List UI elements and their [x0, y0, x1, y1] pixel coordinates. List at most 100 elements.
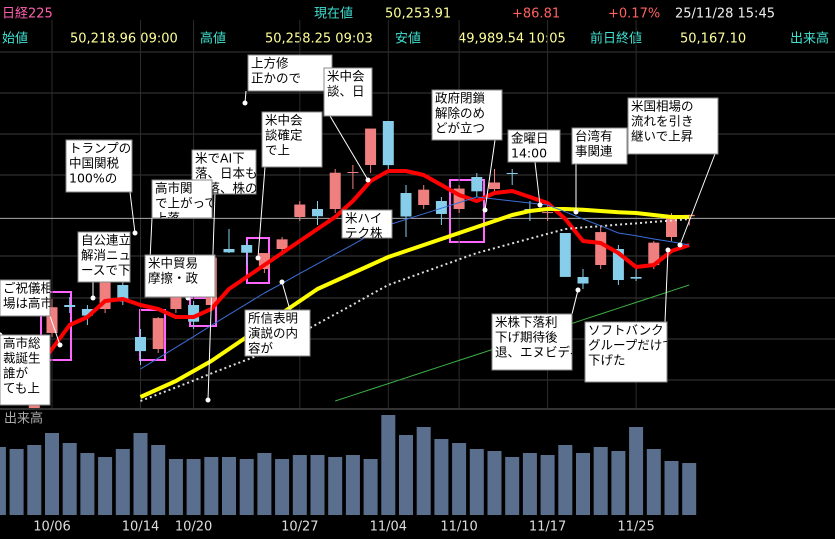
volume-bar	[80, 453, 95, 515]
annotation-anchor	[365, 177, 371, 183]
annotation-text: 正かので	[251, 71, 301, 86]
annotation-pointer	[49, 315, 61, 346]
volume-bar	[151, 445, 166, 515]
volume-bar	[452, 443, 467, 515]
annotation-text: 継いで上昇	[631, 129, 693, 144]
candle-body	[347, 172, 359, 173]
candle-body	[329, 172, 341, 209]
annotation-box	[77, 231, 131, 283]
volume-bar	[9, 449, 24, 515]
annotation-text: 米ハイ	[345, 211, 382, 226]
annotation-box	[261, 111, 323, 168]
candle-body	[648, 242, 660, 265]
annotation-text: 解消ニュ	[81, 248, 131, 263]
value: 49,989.54 10:05	[458, 32, 566, 47]
candle-body	[365, 128, 377, 165]
annotation-text: 上方修	[251, 56, 289, 71]
volume-bar	[646, 449, 661, 515]
annotation-box	[627, 97, 719, 155]
annotation-text: 下げた	[588, 353, 626, 368]
annotation-text: 高市総	[3, 336, 41, 351]
volume-bar	[257, 453, 272, 515]
volume-bar	[611, 451, 626, 515]
volume-bar	[239, 459, 254, 515]
annotation-pointer	[129, 191, 136, 234]
volume-bar	[133, 433, 148, 515]
annotation-box	[507, 129, 561, 163]
candle-body	[435, 201, 447, 214]
annotation-anchor	[279, 279, 285, 285]
volume-bar	[434, 439, 449, 515]
x-tick-label: 11/17	[529, 520, 566, 535]
candle-body	[489, 182, 500, 189]
x-tick-label: 11/10	[440, 520, 477, 535]
index-name: 日経225	[2, 7, 53, 22]
annotation-box	[244, 309, 311, 357]
annotation-pointer	[257, 166, 266, 259]
annotation-box	[151, 179, 213, 219]
volume-bar	[522, 453, 537, 515]
annotation-box	[431, 89, 503, 141]
volume-bar	[505, 457, 520, 515]
x-tick-label: 11/25	[617, 520, 654, 535]
x-tick-label: 10/14	[122, 520, 159, 535]
candle-body	[188, 305, 200, 322]
annotation-box	[247, 54, 333, 92]
annotation-text: ても上	[3, 381, 40, 396]
annotation-anchor	[537, 202, 543, 208]
annotation-text: 金曜日	[511, 131, 549, 146]
candle-body	[117, 285, 129, 302]
candle-body	[170, 293, 182, 309]
volume-bar	[292, 455, 307, 515]
candle-body	[135, 337, 146, 352]
annotation-anchor	[57, 342, 63, 348]
annotation-text: 談確定	[265, 128, 303, 143]
annotation-anchor	[665, 247, 671, 253]
candle-body	[152, 318, 164, 349]
annotation-text: トランプの	[69, 141, 131, 156]
volume-bar	[664, 461, 679, 515]
candle-body	[559, 233, 571, 277]
label: 高値	[200, 31, 226, 47]
candle-body	[471, 177, 483, 192]
annotation-box	[341, 209, 393, 239]
x-tick-label: 10/06	[33, 520, 70, 535]
annotation-text: 容が	[248, 341, 274, 356]
candle-body	[542, 212, 554, 214]
moving-average-line	[140, 196, 690, 370]
annotation-pointer	[281, 281, 291, 311]
value: 50,167.10	[680, 32, 746, 47]
volume-bar	[469, 449, 484, 515]
annotation-text: 米国相場の	[631, 99, 694, 114]
annotation-text: 米でAI下	[195, 151, 245, 166]
value: 50,218.96 09:00	[70, 32, 178, 47]
volume-bar	[27, 445, 42, 515]
annotation-text: グループだけで	[588, 338, 675, 353]
annotation-text: 下げ期待後	[495, 330, 558, 345]
annotation-anchor	[575, 287, 581, 293]
annotation-anchor	[90, 295, 96, 301]
annotation-anchor	[205, 397, 211, 403]
value: 50,258.25 09:03	[265, 32, 373, 47]
volume-bar	[222, 457, 236, 515]
volume-bar	[540, 455, 555, 515]
annotation-pointer	[679, 153, 716, 246]
volume-bar	[399, 435, 413, 515]
